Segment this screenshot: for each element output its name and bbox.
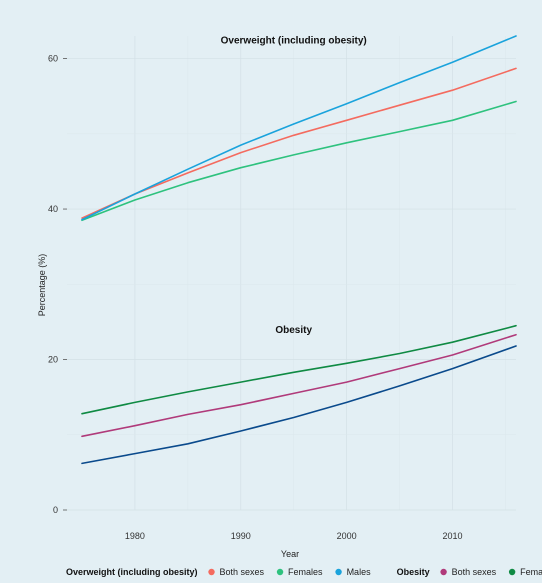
- y-tick-label: 20: [48, 355, 58, 365]
- series-lines: [81, 35, 517, 465]
- annotation-label: Overweight (including obesity): [221, 36, 367, 47]
- legend-item-label: Males: [347, 567, 372, 577]
- axis-ticks: 1980 1990 2000 2010 0 20 40 60: [48, 54, 463, 541]
- annotations: Overweight (including obesity) Obesity: [221, 36, 367, 337]
- series-line-5: [81, 345, 517, 465]
- legend-swatch: [440, 568, 447, 576]
- x-tick-label: 2010: [442, 531, 462, 541]
- series-line-1: [81, 100, 517, 222]
- y-axis-title: Percentage (%): [37, 254, 47, 317]
- legend-item-label: Females: [520, 567, 542, 577]
- y-tick-label: 40: [48, 204, 58, 214]
- legend-swatch: [508, 568, 516, 576]
- series-line-2: [81, 35, 517, 221]
- annotation-label: Obesity: [275, 325, 312, 336]
- legend-item-label: Both sexes: [220, 567, 265, 577]
- x-axis-title: Year: [281, 549, 299, 559]
- legend-item-label: Both sexes: [452, 567, 497, 577]
- legend-group-title: Obesity: [397, 567, 430, 577]
- x-tick-label: 1990: [231, 531, 251, 541]
- series-line-4: [81, 324, 517, 415]
- y-tick-label: 0: [53, 505, 58, 515]
- legend-group-title: Overweight (including obesity): [66, 567, 198, 577]
- x-tick-label: 1980: [125, 531, 145, 541]
- legend-swatch: [208, 568, 215, 576]
- legend: Overweight (including obesity) Both sexes…: [66, 567, 542, 577]
- y-tick-label: 60: [48, 54, 58, 64]
- legend-swatch: [276, 568, 284, 576]
- x-tick-label: 2000: [337, 531, 357, 541]
- legend-item-label: Females: [288, 567, 323, 577]
- series-line-3: [81, 333, 517, 438]
- grid: [67, 36, 516, 511]
- series-line-0: [81, 67, 517, 219]
- legend-swatch: [335, 568, 342, 576]
